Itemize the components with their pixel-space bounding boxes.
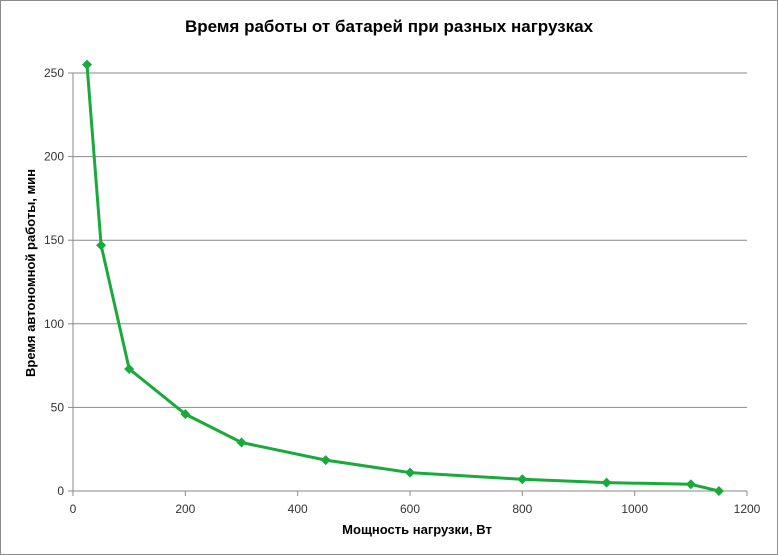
series-group xyxy=(82,59,724,496)
y-tick-label: 150 xyxy=(44,233,64,247)
y-tick-label: 100 xyxy=(44,317,64,331)
data-point-marker xyxy=(82,59,93,70)
x-tick-labels: 0 200 400 600 800 1000 1200 xyxy=(70,502,761,516)
y-tick-label: 200 xyxy=(44,150,64,164)
x-tick-label: 200 xyxy=(175,502,195,516)
x-tick-label: 0 xyxy=(70,502,77,516)
data-point-marker xyxy=(517,474,528,485)
data-point-marker xyxy=(124,363,135,374)
data-point-marker xyxy=(320,455,331,466)
data-point-marker xyxy=(96,240,107,251)
chart-title: Время работы от батарей при разных нагру… xyxy=(185,17,594,36)
series-line xyxy=(85,64,720,493)
data-point-marker xyxy=(601,477,612,488)
data-point-marker xyxy=(405,467,415,478)
data-point-marker xyxy=(685,479,696,490)
grid-lines xyxy=(73,72,747,408)
data-point-marker xyxy=(713,486,724,496)
x-tick-label: 600 xyxy=(400,502,420,516)
x-tick-label: 1200 xyxy=(734,502,761,516)
y-tick-label: 0 xyxy=(57,484,64,498)
y-axis-label: Время автономной работы, мин xyxy=(23,169,38,377)
y-tick-label: 250 xyxy=(44,66,64,80)
x-tick-label: 1000 xyxy=(621,502,648,516)
x-tick-label: 400 xyxy=(288,502,308,516)
x-axis-label: Мощность нагрузки, Вт xyxy=(342,522,492,537)
y-tick-labels: 0 50 100 150 200 250 xyxy=(44,66,64,498)
y-tick-label: 50 xyxy=(51,400,65,414)
x-tick-label: 800 xyxy=(512,502,532,516)
data-point-marker xyxy=(236,437,247,448)
data-point-marker xyxy=(180,409,191,420)
axes xyxy=(68,72,748,496)
